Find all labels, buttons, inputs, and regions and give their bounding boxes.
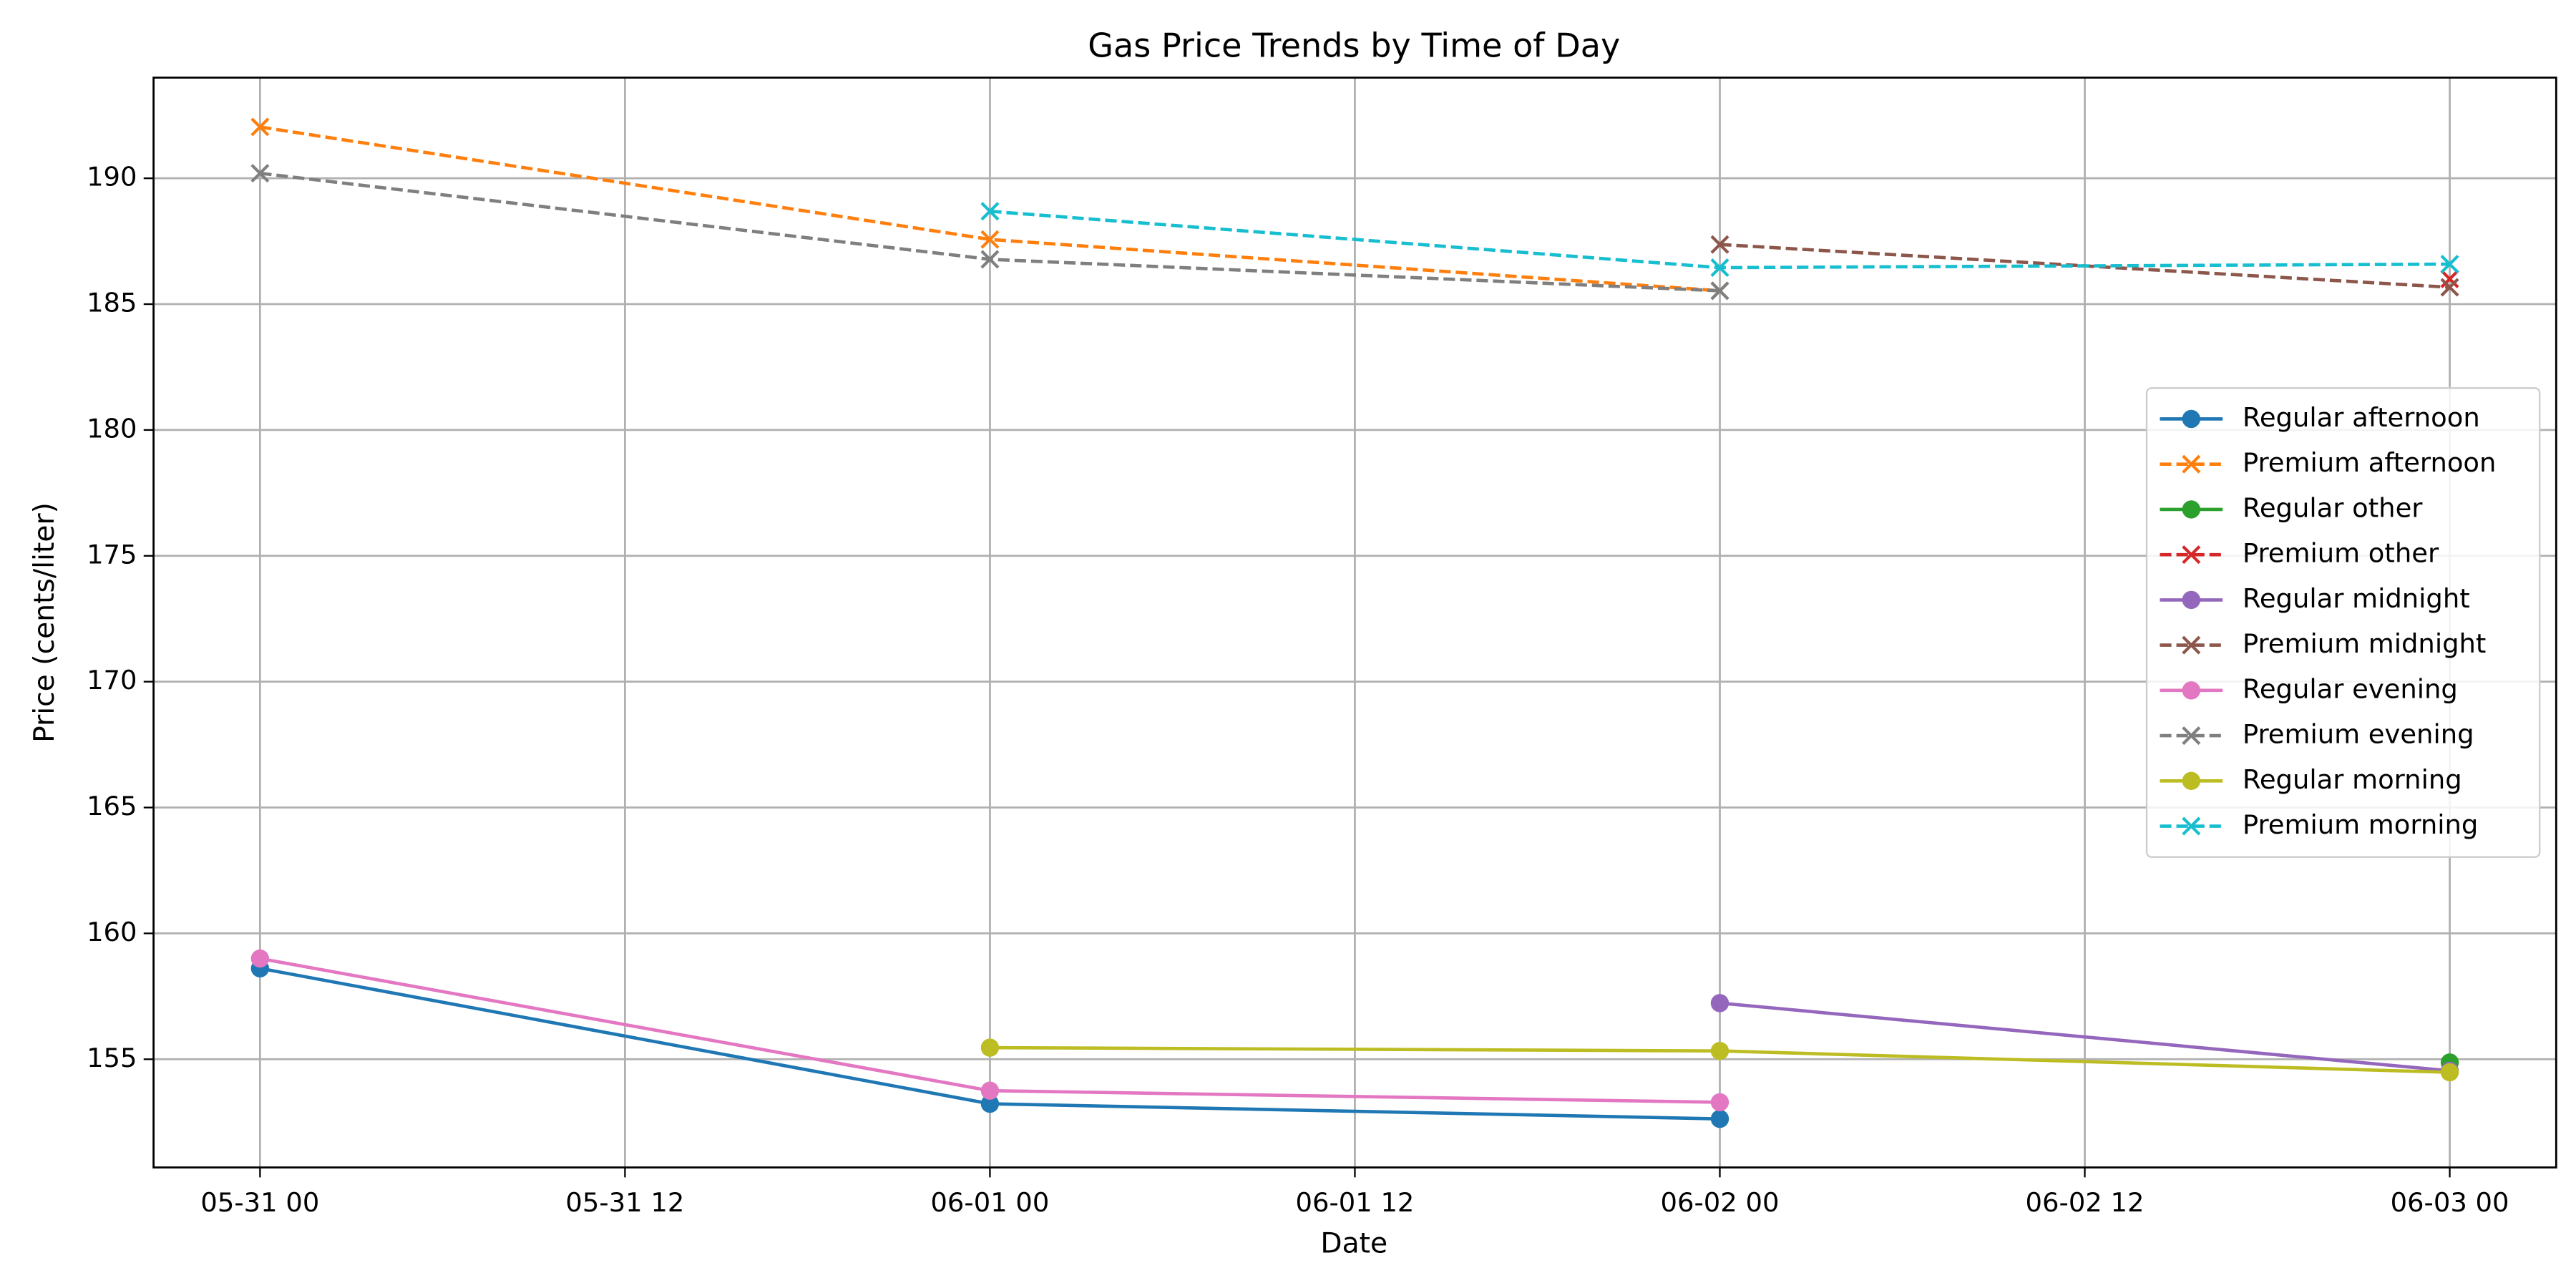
y-tick-label: 170 — [87, 665, 137, 696]
data-point — [2440, 269, 2459, 288]
y-tick-label: 165 — [87, 791, 137, 821]
data-point — [2440, 255, 2459, 274]
plot-frame — [152, 77, 2557, 1169]
data-point — [980, 1081, 1000, 1100]
legend-box — [2145, 387, 2541, 858]
legend-marker — [2182, 816, 2201, 836]
data-point — [250, 117, 270, 137]
legend-label: Regular evening — [2243, 673, 2458, 704]
series — [250, 164, 1729, 301]
series — [980, 1038, 2459, 1082]
legend-marker — [2182, 500, 2200, 519]
x-tick-label: 06-01 00 — [930, 1187, 1049, 1218]
legend-label: Regular morning — [2243, 764, 2462, 795]
series-line — [260, 125, 1720, 293]
legend-label: Premium morning — [2243, 809, 2478, 840]
data-point — [1710, 1109, 1729, 1128]
data-point — [2440, 1063, 2459, 1082]
legend-label: Premium evening — [2243, 719, 2474, 750]
data-point — [1710, 994, 1729, 1013]
legend-marker — [2182, 545, 2201, 565]
chart-title: Gas Price Trends by Time of Day — [1088, 26, 1620, 64]
y-tick-label: 160 — [87, 917, 137, 947]
x-axis-label: Date — [1320, 1228, 1387, 1260]
data-point — [1710, 281, 1729, 301]
y-tick-label: 175 — [87, 539, 137, 570]
series-line — [1719, 1001, 2450, 1073]
data-point — [1710, 1041, 1729, 1060]
legend-marker — [2182, 454, 2201, 474]
legend-label: Premium other — [2243, 538, 2439, 569]
x-tick-label: 05-31 12 — [565, 1187, 684, 1218]
y-tick-label: 185 — [87, 288, 137, 318]
data-point — [980, 202, 1000, 221]
legend-marker — [2182, 590, 2200, 610]
legend-label: Premium midnight — [2243, 628, 2487, 659]
data-point — [1710, 258, 1729, 278]
legend-label: Regular other — [2243, 492, 2423, 523]
legend-marker — [2182, 771, 2200, 790]
legend-marker — [2182, 409, 2200, 429]
legend-label: Regular midnight — [2243, 583, 2470, 614]
series — [980, 202, 2459, 278]
x-tick-label: 06-01 12 — [1295, 1187, 1414, 1218]
data-point — [250, 949, 270, 968]
data-point — [980, 230, 1000, 249]
data-point — [250, 164, 270, 183]
y-tick-label: 180 — [87, 413, 137, 444]
series — [250, 959, 1729, 1128]
x-tick-label: 06-02 00 — [1661, 1187, 1780, 1218]
data-point — [980, 250, 1000, 269]
legend-label: Regular afternoon — [2243, 402, 2480, 433]
y-tick-label: 190 — [87, 162, 137, 192]
data-point — [980, 1038, 1000, 1057]
legend-marker — [2182, 635, 2201, 655]
data-point — [1710, 235, 1729, 254]
y-tick-label: 155 — [87, 1043, 137, 1073]
x-tick-label: 06-02 12 — [2026, 1187, 2145, 1218]
legend-label: Premium afternoon — [2243, 447, 2497, 478]
series — [250, 949, 1729, 1112]
legend-marker — [2182, 726, 2201, 746]
series — [2440, 269, 2459, 288]
data-point — [1710, 1093, 1729, 1112]
data-point — [2440, 278, 2459, 297]
x-tick-label: 06-03 00 — [2391, 1187, 2509, 1218]
y-axis-label: Price (cents/liter) — [29, 502, 61, 743]
data-point — [980, 1094, 1000, 1113]
legend: Regular afternoon Premium afternoon Regula… — [2145, 387, 2541, 858]
x-tick-label: 05-31 00 — [200, 1187, 319, 1218]
legend-marker — [2182, 681, 2200, 700]
